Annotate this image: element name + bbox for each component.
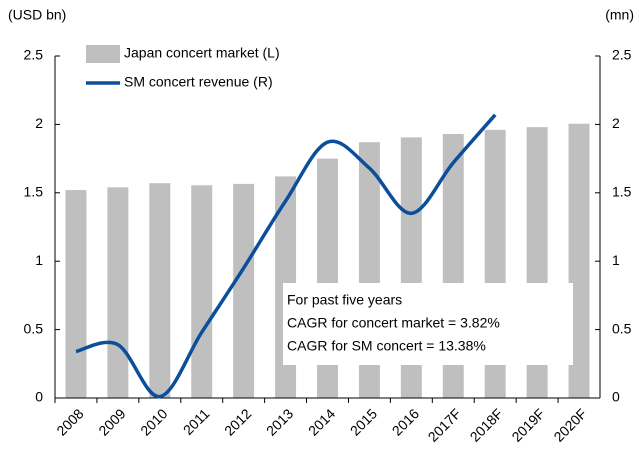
legend-label: Japan concert market (L): [124, 45, 280, 61]
legend-label: SM concert revenue (R): [124, 74, 273, 90]
bar: [65, 190, 87, 398]
bar: [233, 183, 255, 398]
annotation-text: CAGR for SM concert = 13.38%: [287, 338, 486, 354]
x-tick-label: 2018F: [467, 405, 506, 444]
x-tick-label: 2008: [53, 405, 86, 438]
x-tick-label: 2009: [95, 405, 128, 438]
y2-tick-label: 0.5: [612, 320, 632, 336]
bar: [568, 123, 590, 398]
y-tick-label: 0.5: [24, 320, 44, 336]
x-tick-label: 2016: [389, 405, 422, 438]
y-tick-label: 1: [35, 252, 43, 268]
bar: [107, 187, 129, 398]
y2-tick-label: 2.5: [612, 47, 632, 63]
y-tick-label: 2: [35, 115, 43, 131]
bar: [191, 185, 213, 398]
y-tick-label: 2.5: [24, 47, 44, 63]
x-tick-label: 2019F: [508, 405, 547, 444]
y-tick-label: 1.5: [24, 184, 44, 200]
x-tick-label: 2014: [305, 405, 338, 438]
x-tick-label: 2012: [221, 405, 254, 438]
x-tick-label: 2020F: [550, 405, 589, 444]
y2-tick-label: 1: [612, 252, 620, 268]
annotation-box: [283, 283, 573, 365]
legend-swatch: [86, 45, 120, 63]
x-tick-label: 2015: [347, 405, 380, 438]
bar: [149, 183, 171, 398]
annotation-text: CAGR for concert market = 3.82%: [287, 315, 500, 331]
y-tick-label: 0: [35, 389, 43, 405]
y2-tick-label: 0: [612, 389, 620, 405]
x-tick-label: 2011: [180, 405, 213, 438]
line: [75, 113, 497, 399]
x-tick-label: 2013: [263, 405, 296, 438]
x-tick-label: 2017F: [425, 405, 464, 444]
y2-tick-label: 2: [612, 115, 620, 131]
annotation-text: For past five years: [287, 292, 402, 308]
y2-tick-label: 1.5: [612, 184, 632, 200]
y-axis-label: (USD bn): [8, 7, 66, 23]
y2-axis-label: (mn): [605, 7, 634, 23]
x-tick-label: 2010: [137, 405, 170, 438]
